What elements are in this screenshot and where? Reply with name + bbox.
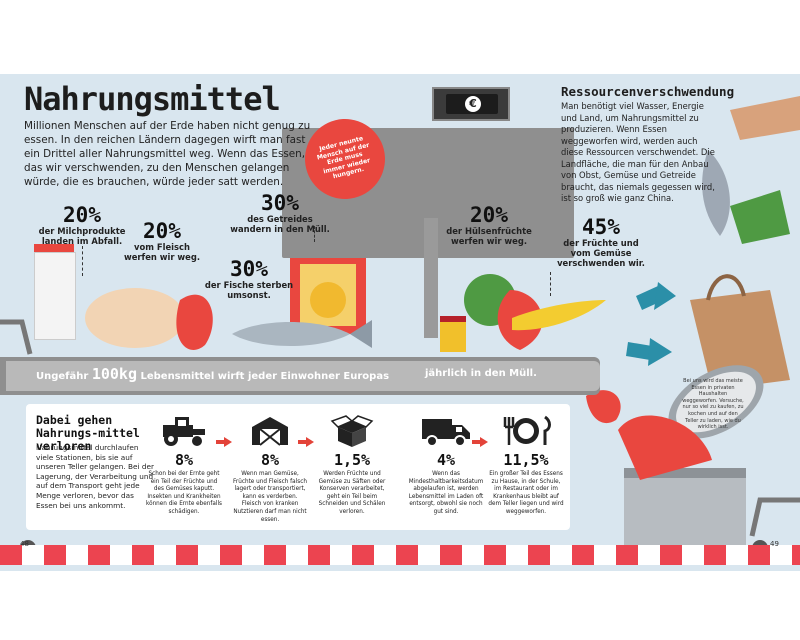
step-percent: 1,5% (333, 451, 371, 469)
hunger-badge-text: Jeder neunte Mensch auf der Erde muss im… (316, 135, 371, 181)
intro-text: Millionen Menschen auf der Erde haben ni… (24, 120, 311, 188)
euro-icon: € (465, 96, 481, 112)
tractor-icon (146, 414, 222, 448)
stat-legumes: 20% der Hülsenfrüchte werfen wir weg. (442, 204, 536, 246)
step-text: Wenn das Mindesthaltbarkeitsdatum abgela… (408, 471, 484, 515)
stat-label: der Hülsenfrüchte werfen wir weg. (446, 226, 532, 246)
step-storage: 8% Wenn man Gemüse, Früchte und Fleisch … (232, 414, 308, 524)
step-text: Ein großer Teil des Essens zu Hause, in … (488, 471, 564, 515)
stat-fruits-vegetables: 45% der Früchte und vom Gemüse verschwen… (556, 216, 646, 268)
resource-text: Man benötigt viel Wasser, Energie und La… (561, 101, 715, 203)
stat-value: 30% (230, 257, 268, 281)
step-retail: 4% Wenn das Mindesthaltbarkeitsdatum abg… (408, 414, 484, 517)
supply-chain-panel (26, 404, 570, 530)
arrow-right-icon (216, 437, 232, 447)
stat-grain: 30% des Getreides wandern in den Müll. (228, 192, 332, 234)
plate-icon (488, 414, 564, 448)
callout-line (314, 226, 315, 242)
callout-line (82, 246, 83, 276)
waste-per-person-text: Ungefähr 100kg Lebensmittel wirft jeder … (36, 363, 389, 388)
step-text: Werden Früchte und Gemüse zu Säften oder… (318, 471, 386, 515)
stat-label: vom Fleisch werfen wir weg. (124, 242, 200, 262)
milk-carton (34, 252, 76, 340)
checkout-counter-top (6, 361, 600, 391)
box-icon (314, 414, 390, 448)
checkered-floor (0, 545, 800, 565)
step-percent: 11,5% (503, 451, 549, 469)
arrow-right-icon (472, 437, 488, 447)
supply-chain-title: Dabei gehen Nahrungs-mittel verloren (36, 413, 140, 453)
strip-text-1: Ungefähr (36, 371, 89, 382)
supply-chain-text: Nahrungsmittel durchlaufen viele Station… (36, 443, 154, 510)
page-number-left: 48 (20, 540, 29, 548)
resource-title: Ressourcenverschwendung (561, 84, 735, 99)
stat-label: der Früchte und vom Gemüse verschwenden … (557, 238, 645, 268)
step-percent: 8% (174, 451, 194, 469)
page-title: Nahrungsmittel (24, 80, 281, 118)
strip-text-2: Lebensmittel wirft jeder Einwohner Europ… (140, 371, 390, 382)
truck-icon (408, 414, 484, 448)
stat-fish: 30% der Fische sterben umsonst. (204, 258, 294, 300)
barn-icon (232, 414, 308, 448)
sign-post (424, 218, 438, 338)
callout-line (550, 272, 551, 296)
stat-meat: 20% vom Fleisch werfen wir weg. (118, 220, 206, 262)
step-percent: 8% (260, 451, 280, 469)
strip-text-3: jährlich in den Müll. (425, 368, 537, 379)
step-text: Schon bei der Ernte geht ein Teil der Fr… (146, 471, 222, 515)
step-harvest: 8% Schon bei der Ernte geht ein Teil der… (146, 414, 222, 517)
stat-dairy: 20% der Milchprodukte landen im Abfall. (30, 204, 134, 246)
step-processing: 1,5% Werden Früchte und Gemüse zu Säften… (314, 414, 390, 517)
arrow-right-icon (298, 437, 314, 447)
stat-value: 30% (261, 191, 299, 215)
stat-label: der Milchprodukte landen im Abfall. (38, 226, 126, 246)
step-percent: 4% (436, 451, 456, 469)
page-number-right: 49 (770, 540, 779, 548)
step-consumption: 11,5% Ein großer Teil des Essens zu Haus… (488, 414, 564, 517)
stat-label: der Fische sterben umsonst. (204, 280, 294, 300)
bin-lid-tip: Bei uns wird das meiste Essen in private… (682, 378, 744, 431)
stat-value: 20% (470, 203, 508, 227)
price-display: € (432, 87, 510, 121)
stat-value: 45% (582, 215, 620, 239)
stat-value: 20% (63, 203, 101, 227)
strip-amount: 100kg (91, 365, 137, 383)
step-text: Wenn man Gemüse, Früchte und Fleisch fal… (233, 471, 307, 523)
stat-value: 20% (143, 219, 181, 243)
stat-label: des Getreides wandern in den Müll. (230, 214, 330, 234)
